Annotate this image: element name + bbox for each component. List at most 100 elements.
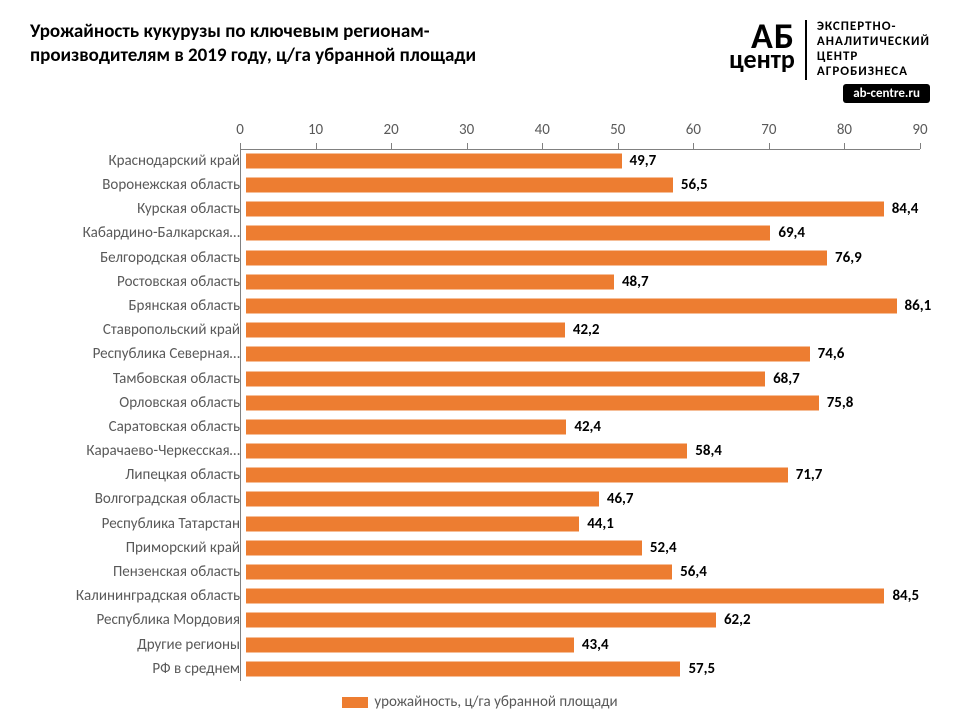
chart-row: Карачаево-Черкесская… 58,4 xyxy=(30,439,930,463)
x-tick-label: 80 xyxy=(837,121,852,139)
bar xyxy=(246,637,574,652)
logo-tagline-l4: АГРОБИЗНЕСА xyxy=(817,65,930,80)
chart-row: Липецкая область71,7 xyxy=(30,463,930,487)
bar-value: 58,4 xyxy=(695,442,722,460)
bar-value: 75,8 xyxy=(827,394,854,412)
row-label: Другие регионы xyxy=(30,636,246,654)
x-axis: 0102030405060708090 xyxy=(240,121,920,149)
bar xyxy=(246,516,579,531)
bar xyxy=(246,468,788,483)
bar xyxy=(246,202,884,217)
legend-swatch xyxy=(342,697,368,708)
chart-row: Республика Северная… 74,6 xyxy=(30,342,930,366)
bar-area: 74,6 xyxy=(246,342,930,366)
bar xyxy=(246,661,680,676)
x-tick-label: 20 xyxy=(384,121,399,139)
bar-area: 76,9 xyxy=(246,246,930,270)
logo-ab: АБ центр xyxy=(729,20,795,80)
chart: 0102030405060708090 Краснодарский край49… xyxy=(30,121,930,681)
chart-row: Республика Мордовия62,2 xyxy=(30,608,930,632)
row-label: РФ в среднем xyxy=(30,660,246,678)
row-label: Воронежская область xyxy=(30,176,246,194)
row-label: Ставропольский край xyxy=(30,321,246,339)
bar-area: 75,8 xyxy=(246,391,930,415)
brand-block: АБ центр ЭКСПЕРТНО- АНАЛИТИЧЕСКИЙ ЦЕНТР … xyxy=(729,20,930,103)
bar xyxy=(246,492,599,507)
x-tick-label: 60 xyxy=(686,121,701,139)
bar xyxy=(246,613,716,628)
bar-area: 69,4 xyxy=(246,221,930,245)
chart-row: Приморский край52,4 xyxy=(30,536,930,560)
row-label: Волгоградская область xyxy=(30,490,246,508)
bar-area: 42,4 xyxy=(246,415,930,439)
bar-area: 56,4 xyxy=(246,560,930,584)
bar-value: 86,1 xyxy=(905,297,932,315)
bar-value: 44,1 xyxy=(587,515,614,533)
row-label: Краснодарский край xyxy=(30,152,246,170)
row-label: Приморский край xyxy=(30,539,246,557)
chart-row: Саратовская область42,4 xyxy=(30,415,930,439)
bar xyxy=(246,589,884,604)
bar-area: 48,7 xyxy=(246,270,930,294)
bar xyxy=(246,274,614,289)
bar xyxy=(246,565,672,580)
chart-title: Урожайность кукурузы по ключевым региона… xyxy=(30,20,510,68)
bar-value: 71,7 xyxy=(796,466,823,484)
bar-area: 84,5 xyxy=(246,584,930,608)
logo-tagline: ЭКСПЕРТНО- АНАЛИТИЧЕСКИЙ ЦЕНТР АГРОБИЗНЕ… xyxy=(817,20,930,80)
row-label: Республика Северная… xyxy=(30,345,246,363)
bar-area: 71,7 xyxy=(246,463,930,487)
row-label: Калининградская область xyxy=(30,587,246,605)
chart-row: Другие регионы43,4 xyxy=(30,633,930,657)
chart-row: Пензенская область 56,4 xyxy=(30,560,930,584)
bar-value: 57,5 xyxy=(688,660,715,678)
x-tick-label: 90 xyxy=(912,121,927,139)
bar-value: 69,4 xyxy=(778,224,805,242)
bar xyxy=(246,419,566,434)
bar xyxy=(246,540,642,555)
bar-value: 84,4 xyxy=(892,200,919,218)
row-label: Карачаево-Черкесская… xyxy=(30,442,246,460)
chart-rows: Краснодарский край 49,7 Воронежская област… xyxy=(30,149,930,681)
row-label: Саратовская область xyxy=(30,418,246,436)
bar-area: 42,2 xyxy=(246,318,930,342)
bar xyxy=(246,347,810,362)
chart-row: Брянская область 86,1 xyxy=(30,294,930,318)
legend: урожайность, ц/га убранной площади xyxy=(30,693,930,711)
x-tick-label: 40 xyxy=(535,121,550,139)
chart-row: Кабардино-Балкарская…69,4 xyxy=(30,221,930,245)
bar-value: 56,4 xyxy=(680,563,707,581)
bar-area: 58,4 xyxy=(246,439,930,463)
bar-value: 56,5 xyxy=(681,176,708,194)
bar xyxy=(246,298,897,313)
chart-row: Волгоградская область 46,7 xyxy=(30,487,930,511)
bar-area: 46,7 xyxy=(246,487,930,511)
chart-row: Республика Татарстан 44,1 xyxy=(30,512,930,536)
chart-row: Белгородская область76,9 xyxy=(30,246,930,270)
row-label: Курская область xyxy=(30,200,246,218)
row-label: Республика Татарстан xyxy=(30,515,246,533)
bar-area: 49,7 xyxy=(246,149,930,173)
bar-value: 48,7 xyxy=(622,273,649,291)
chart-row: Ставропольский край42,2 xyxy=(30,318,930,342)
legend-label: урожайность, ц/га убранной площади xyxy=(374,693,617,711)
bar-area: 62,2 xyxy=(246,608,930,632)
bar-area: 57,5 xyxy=(246,657,930,681)
chart-row: Ростовская область48,7 xyxy=(30,270,930,294)
bar-value: 74,6 xyxy=(818,345,845,363)
bar-area: 84,4 xyxy=(246,197,930,221)
row-label: Орловская область xyxy=(30,394,246,412)
site-pill: ab-centre.ru xyxy=(843,84,930,103)
bar-area: 52,4 xyxy=(246,536,930,560)
chart-row: РФ в среднем 57,5 xyxy=(30,657,930,681)
bar xyxy=(246,226,770,241)
bar-value: 49,7 xyxy=(630,152,657,170)
bar-value: 68,7 xyxy=(773,370,800,388)
bar-value: 46,7 xyxy=(607,490,634,508)
row-label: Брянская область xyxy=(30,297,246,315)
x-tick-label: 30 xyxy=(459,121,474,139)
row-label: Белгородская область xyxy=(30,249,246,267)
logo-divider xyxy=(805,20,807,80)
logo-ab-bottom: центр xyxy=(729,48,795,71)
row-label: Пензенская область xyxy=(30,563,246,581)
